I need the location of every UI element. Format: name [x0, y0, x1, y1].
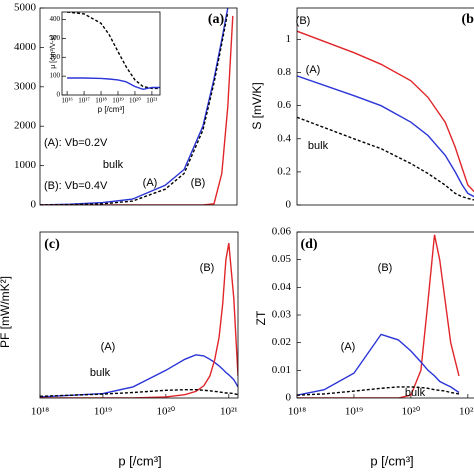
x-tick-label: 10¹⁸: [288, 406, 306, 418]
curve: [67, 12, 160, 90]
curve-label: bulk: [308, 140, 329, 152]
curve: [297, 116, 474, 201]
curve-label: (A): [341, 341, 356, 353]
curve-label: bulk: [405, 387, 426, 399]
curve: [297, 234, 460, 398]
curve: [40, 354, 238, 398]
curve: [67, 77, 160, 91]
y-tick-label: 0.06: [272, 226, 292, 238]
y-tick-label: 0: [286, 199, 292, 211]
curve-label: (B): [296, 15, 311, 27]
y-axis-label: ZT: [254, 310, 268, 325]
y-tick-label: 0.8: [277, 66, 291, 78]
y-tick-label: 400: [50, 15, 61, 23]
x-tick-label: 10¹⁶: [61, 97, 73, 105]
panel-label: (b): [461, 12, 474, 27]
y-axis-label: S [mV/K]: [250, 82, 264, 129]
y-tick-label: 0: [57, 91, 61, 99]
curve: [297, 30, 474, 193]
annotation: (B): Vb=0.4V: [44, 180, 108, 192]
panel-label: (d): [300, 237, 317, 252]
x-axis-label: p [/cm³]: [98, 105, 125, 114]
x-tick-label: 10²¹: [220, 406, 238, 418]
curve-label: bulk: [90, 367, 111, 379]
y-tick-label: 100: [50, 72, 61, 80]
y-tick-label: 0.2: [277, 165, 291, 177]
panel: 0 100 200 300 400 10¹⁶ 10¹⁷ 10¹⁸ 10¹⁹ 10²⁰ 10²¹ μ […: [50, 11, 161, 114]
panel: 0 0.2 0.4 0.6 0.8 1 (B) (A) bulk (b) S [mV/K]: [250, 7, 474, 211]
x-axis-label: p [/cm³]: [118, 453, 161, 468]
x-tick-label: 10¹⁹: [345, 406, 363, 418]
y-tick-label: 5000: [14, 2, 37, 14]
inset-bg: [62, 12, 160, 95]
y-tick-label: 0.02: [272, 336, 291, 348]
frame: [61, 11, 161, 96]
panel-label: (a): [208, 12, 225, 27]
frame: [296, 7, 474, 206]
y-tick-label: 0.6: [277, 99, 291, 111]
curve-label: (A): [143, 177, 158, 189]
y-tick-label: 2000: [14, 120, 37, 132]
y-tick-label: 0.05: [272, 253, 292, 265]
y-tick-label: 0: [286, 392, 292, 404]
x-tick-label: 10²⁰: [157, 406, 176, 418]
curves: [67, 12, 160, 91]
curve-label: (B): [191, 177, 206, 189]
curve: [297, 386, 460, 396]
x-tick-label: 10²¹: [459, 406, 474, 418]
y-tick-label: 0.03: [272, 309, 292, 321]
frame: [39, 7, 238, 206]
x-tick-label: 10¹⁹: [94, 406, 112, 418]
curves: [40, 8, 234, 205]
y-tick-label: 0.04: [272, 281, 292, 293]
x-tick-label: 10¹⁸: [95, 97, 107, 105]
y-axis-label: PF [mW/mK²]: [0, 276, 12, 348]
curve: [40, 389, 238, 397]
curve: [40, 11, 229, 205]
curve-label: (B): [200, 262, 215, 274]
curve: [297, 333, 460, 396]
y-tick-label: 0.01: [272, 364, 291, 376]
y-tick-label: 3000: [14, 80, 37, 92]
panel-label: (c): [44, 237, 60, 252]
panel: 10¹⁸ 10¹⁹ 10²⁰ 10²¹ (A) (B) bulk (c) PF [mW/mK²]…: [0, 231, 239, 468]
curve-label: bulk: [103, 159, 124, 171]
curve-label: (B): [378, 262, 393, 274]
curve: [40, 8, 229, 205]
y-tick-label: 1: [286, 33, 292, 45]
x-tick-label: 10¹⁷: [78, 97, 90, 105]
y-tick-label: 1000: [14, 159, 37, 171]
curve-label: (A): [306, 64, 321, 76]
curve: [297, 75, 474, 198]
curves: [297, 30, 474, 201]
curve: [40, 15, 234, 205]
curve-label: (A): [101, 341, 116, 353]
y-tick-label: 300: [50, 34, 61, 42]
x-tick-label: 10¹⁸: [31, 406, 49, 418]
x-tick-label: 10¹⁹: [112, 97, 124, 105]
frame: [39, 231, 239, 399]
curves: [297, 234, 460, 398]
x-tick-label: 10²⁰: [129, 97, 141, 105]
y-tick-label: 4000: [14, 41, 37, 53]
frame: [296, 231, 474, 399]
y-tick-label: 0: [31, 199, 37, 211]
y-axis-label: μ [cm²/V-s]: [50, 35, 57, 69]
y-tick-label: 0.4: [277, 132, 291, 144]
panel: 0 0.01 0.02 0.03 0.04 0.05 0.06 10¹⁸ 10¹⁹ 10²⁰ 10²…: [254, 226, 474, 468]
x-axis-label: p [/cm³]: [370, 453, 413, 468]
y-tick-label: 200: [50, 53, 61, 61]
x-tick-label: 10²⁰: [402, 406, 421, 418]
x-tick-label: 10²¹: [146, 97, 157, 105]
annotation: (A): Vb=0.2V: [44, 137, 108, 149]
